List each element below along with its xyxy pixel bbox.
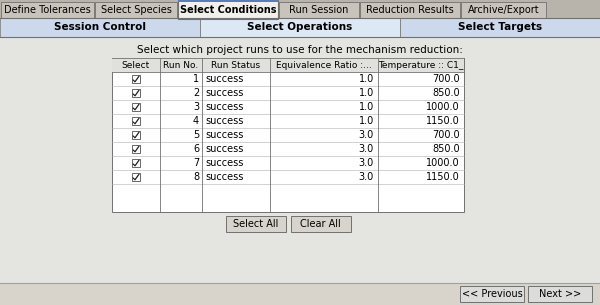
Text: Select which project runs to use for the mechanism reduction:: Select which project runs to use for the…	[137, 45, 463, 55]
Text: 1000.0: 1000.0	[427, 102, 460, 112]
Text: Equivalence Ratio :...: Equivalence Ratio :...	[276, 60, 372, 70]
Text: Reduction Results: Reduction Results	[366, 5, 454, 15]
Bar	[226, 216, 286, 232]
Bar	[132, 145, 140, 153]
Bar	[461, 2, 546, 18]
Bar	[0, 37, 600, 283]
Text: success: success	[205, 130, 244, 140]
Bar	[360, 2, 460, 18]
Bar	[0, 18, 200, 37]
Bar	[400, 18, 600, 37]
Text: success: success	[205, 88, 244, 98]
Bar	[200, 18, 400, 37]
Text: success: success	[205, 158, 244, 168]
Text: 3.0: 3.0	[359, 144, 374, 154]
Text: 1.0: 1.0	[359, 88, 374, 98]
Text: Archive/Export: Archive/Export	[467, 5, 539, 15]
Text: 2: 2	[193, 88, 199, 98]
Text: 3: 3	[193, 102, 199, 112]
Bar	[112, 58, 464, 212]
Bar	[1, 2, 94, 18]
Bar	[0, 283, 600, 305]
Bar	[460, 286, 524, 302]
Text: 1.0: 1.0	[359, 74, 374, 84]
Text: success: success	[205, 102, 244, 112]
Text: Temperature :: C1_: Temperature :: C1_	[379, 60, 464, 70]
Text: 3.0: 3.0	[359, 158, 374, 168]
Text: Session Control: Session Control	[54, 23, 146, 33]
Text: Select: Select	[122, 60, 150, 70]
Bar	[132, 173, 140, 181]
Text: 700.0: 700.0	[433, 130, 460, 140]
Text: Select Operations: Select Operations	[247, 23, 353, 33]
Text: Select Targets: Select Targets	[458, 23, 542, 33]
Text: 1.0: 1.0	[359, 116, 374, 126]
Text: Select Conditions: Select Conditions	[180, 5, 276, 15]
Bar	[112, 58, 464, 72]
Text: 1150.0: 1150.0	[426, 116, 460, 126]
Text: success: success	[205, 74, 244, 84]
Bar	[528, 286, 592, 302]
Bar	[95, 2, 177, 18]
Bar	[132, 89, 140, 97]
Bar	[132, 103, 140, 111]
Text: Select Species: Select Species	[101, 5, 172, 15]
Text: 1.0: 1.0	[359, 102, 374, 112]
Text: << Previous: << Previous	[461, 289, 523, 299]
Text: 7: 7	[193, 158, 199, 168]
Text: Define Tolerances: Define Tolerances	[4, 5, 91, 15]
Text: Select All: Select All	[233, 219, 278, 229]
Bar	[0, 18, 600, 37]
Text: Run Status: Run Status	[211, 60, 260, 70]
Text: 850.0: 850.0	[433, 88, 460, 98]
Text: Next >>: Next >>	[539, 289, 581, 299]
Bar	[178, 0, 278, 2]
Text: Run No.: Run No.	[163, 60, 199, 70]
Text: 1000.0: 1000.0	[427, 158, 460, 168]
Text: 1: 1	[193, 74, 199, 84]
Bar	[132, 75, 140, 83]
Bar	[132, 159, 140, 167]
Bar	[290, 216, 350, 232]
Text: 700.0: 700.0	[433, 74, 460, 84]
Text: Clear All: Clear All	[300, 219, 341, 229]
Text: Run Session: Run Session	[289, 5, 349, 15]
Text: 850.0: 850.0	[433, 144, 460, 154]
Text: 1150.0: 1150.0	[426, 172, 460, 182]
Bar	[0, 0, 600, 18]
Text: success: success	[205, 172, 244, 182]
Text: 3.0: 3.0	[359, 172, 374, 182]
Text: success: success	[205, 116, 244, 126]
Text: 8: 8	[193, 172, 199, 182]
Text: 3.0: 3.0	[359, 130, 374, 140]
Bar	[132, 117, 140, 125]
Bar	[132, 131, 140, 139]
Text: 5: 5	[193, 130, 199, 140]
Text: 4: 4	[193, 116, 199, 126]
Text: success: success	[205, 144, 244, 154]
Text: 6: 6	[193, 144, 199, 154]
Bar	[279, 2, 359, 18]
Bar	[178, 0, 278, 19]
